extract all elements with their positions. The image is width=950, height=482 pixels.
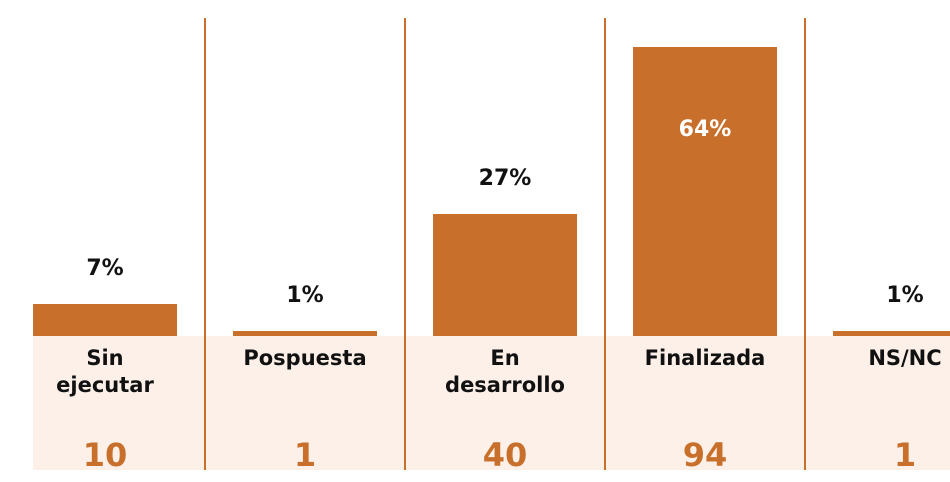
count-label: 1 [293, 436, 317, 474]
bar [233, 331, 377, 336]
count-label: 1 [893, 436, 917, 474]
category-label: Sin ejecutar [56, 346, 154, 397]
bar [633, 47, 777, 336]
value-label: 27% [478, 166, 532, 192]
count-label: 94 [682, 436, 728, 474]
count-label: 10 [82, 436, 128, 474]
category-label: NS/NC [868, 346, 942, 370]
category-label: Pospuesta [243, 346, 367, 370]
value-label: 7% [86, 256, 124, 282]
value-label: 1% [286, 283, 324, 309]
bar [833, 331, 950, 336]
separator [204, 18, 206, 470]
separator [604, 18, 606, 470]
bar [433, 214, 577, 336]
category-label: En desarrollo [445, 346, 565, 397]
value-label: 1% [886, 283, 924, 309]
separator [404, 18, 406, 470]
value-label: 64% [678, 117, 732, 142]
category-label: Finalizada [644, 346, 766, 370]
bar [33, 304, 177, 336]
label-band [33, 336, 950, 470]
separator [804, 18, 806, 470]
count-label: 40 [482, 436, 528, 474]
